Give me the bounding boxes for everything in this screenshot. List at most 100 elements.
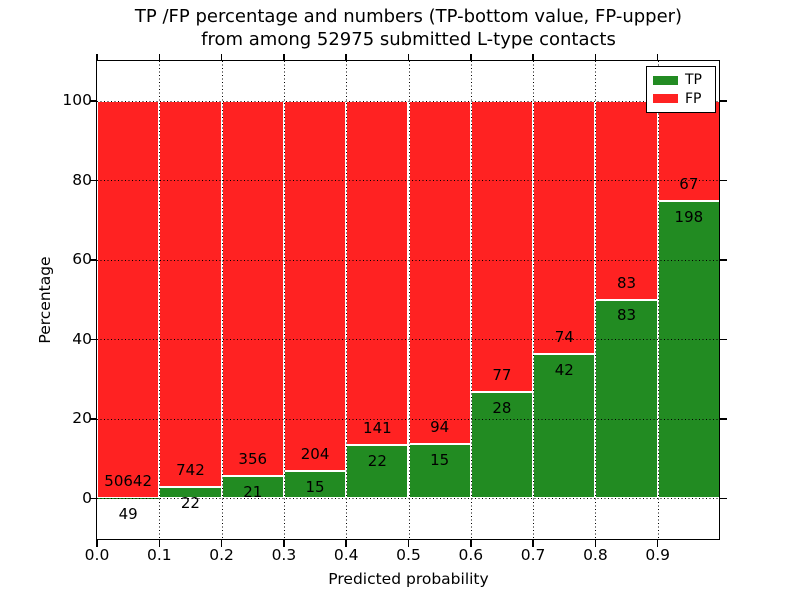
bar-fp-segment (595, 100, 658, 300)
legend-swatch-tp-icon (653, 75, 678, 85)
x-tick (96, 540, 98, 547)
bar-tp-segment (283, 471, 347, 499)
x-tick-label: 0.1 (146, 546, 172, 564)
x-tick-top (407, 54, 410, 61)
y-tick (90, 259, 97, 261)
bar-tp-segment (595, 299, 658, 499)
fp-count-label: 742 (176, 460, 205, 479)
fp-count-label: 204 (300, 445, 330, 464)
y-tick-label: 40 (72, 329, 92, 348)
y-tick (90, 338, 97, 340)
legend: TP FP (646, 66, 716, 113)
x-tick-top (220, 54, 223, 61)
legend-item-tp: TP (653, 73, 709, 87)
x-gridline (408, 61, 410, 540)
x-tick-top (532, 54, 534, 61)
x-gridline (657, 61, 659, 540)
bar-fp-segment (657, 100, 720, 202)
fp-count-label: 50642 (104, 471, 152, 490)
x-tick (283, 540, 285, 547)
y-tick-label: 100 (62, 91, 92, 110)
tp-count-label: 42 (554, 361, 574, 380)
y-tick-label: 60 (72, 250, 92, 269)
x-tick-top (594, 54, 597, 61)
tp-count-label: 21 (243, 483, 263, 502)
legend-swatch-fp-icon (653, 94, 678, 104)
tp-count-label: 28 (492, 399, 512, 418)
bar-tp-segment (97, 497, 160, 499)
y-tick (90, 497, 97, 499)
x-tick-top (283, 54, 285, 61)
x-tick-label: 0.5 (396, 546, 421, 564)
x-tick-top (96, 54, 98, 61)
x-tick-top (345, 54, 347, 61)
legend-label-fp: FP (685, 90, 702, 107)
fp-count-label: 141 (363, 418, 392, 437)
x-tick (532, 540, 534, 547)
x-tick (594, 540, 597, 547)
x-tick-top (470, 54, 472, 61)
bar-tp-segment (533, 354, 596, 499)
bar-fp-segment (533, 100, 596, 355)
x-gridline (159, 61, 161, 540)
x-tick-label: 0.0 (84, 546, 110, 564)
legend-item-fp: FP (653, 92, 709, 106)
bar-tp-segment (346, 444, 409, 499)
y-tick-right (720, 259, 727, 261)
bar-tp-segment (408, 443, 471, 499)
x-tick-label: 0.7 (520, 546, 546, 564)
bar-fp-segment (97, 100, 160, 498)
x-tick-label: 0.3 (271, 546, 297, 564)
y-tick-label: 0 (82, 488, 92, 507)
legend-label-tp: TP (685, 72, 702, 89)
x-tick-top (158, 54, 161, 61)
tp-count-label: 49 (118, 504, 138, 523)
y-tick-right (720, 338, 727, 340)
bar-tp-segment (470, 392, 534, 499)
chart-title: TP /FP percentage and numbers (TP-bottom… (97, 5, 720, 51)
y-tick-label: 20 (72, 409, 92, 428)
tp-count-label: 83 (617, 306, 637, 325)
chart-title-line2: from among 52975 submitted L-type contac… (201, 29, 616, 50)
x-tick-top (656, 54, 659, 61)
fp-count-label: 67 (679, 175, 699, 194)
x-tick-label: 0.9 (645, 546, 671, 564)
tp-count-label: 15 (305, 477, 325, 496)
x-gridline (221, 61, 223, 540)
bar-tp-segment (657, 201, 720, 499)
x-tick (470, 540, 472, 547)
y-tick-label: 80 (72, 170, 92, 189)
y-tick-right (720, 418, 727, 420)
fp-count-label: 94 (430, 417, 450, 436)
x-tick-label: 0.8 (583, 546, 608, 564)
y-tick-right (720, 100, 727, 102)
x-gridline (283, 61, 285, 540)
bar-fp-segment (221, 100, 284, 477)
bar-fp-segment (346, 100, 409, 445)
bar-fp-segment (408, 100, 471, 444)
y-tick-right (720, 497, 727, 499)
bar-fp-segment (470, 100, 534, 393)
x-gridline (595, 61, 597, 540)
x-tick (158, 540, 161, 547)
x-axis-label: Predicted probability (328, 570, 489, 588)
y-tick (90, 100, 97, 102)
x-tick-label: 0.2 (209, 546, 234, 564)
fp-count-label: 83 (617, 273, 637, 292)
x-tick-label: 0.6 (458, 546, 484, 564)
x-tick (345, 540, 347, 547)
x-tick (407, 540, 410, 547)
x-tick-label: 0.4 (333, 546, 359, 564)
tp-count-label: 198 (674, 208, 704, 227)
tp-count-label: 22 (367, 451, 387, 470)
tp-count-label: 22 (180, 493, 200, 512)
tp-count-label: 15 (430, 450, 450, 469)
x-gridline (470, 61, 472, 540)
bar-fp-segment (283, 100, 347, 472)
y-tick-right (720, 179, 727, 181)
fp-count-label: 77 (492, 366, 512, 385)
fp-count-label: 356 (238, 450, 268, 469)
y-tick (90, 179, 97, 181)
x-gridline (533, 61, 535, 540)
